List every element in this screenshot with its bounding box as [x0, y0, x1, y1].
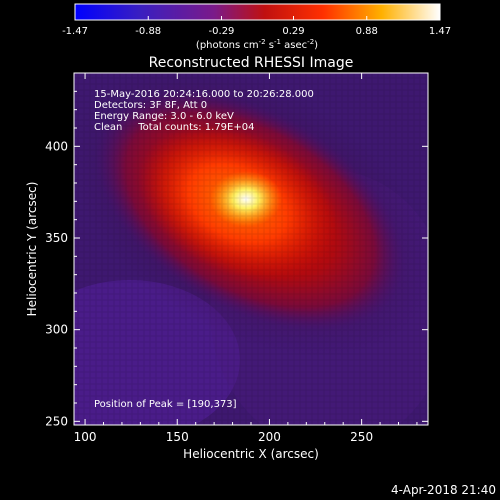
- x-tick-label: 200: [258, 430, 281, 444]
- annotation-energy: Energy Range: 3.0 - 6.0 keV: [94, 111, 234, 122]
- x-tick-label: 250: [350, 430, 373, 444]
- colorbar-units: (photons cm-2 s-1 asec-2): [196, 38, 318, 51]
- y-axis-label: Heliocentric Y (arcsec): [25, 182, 39, 317]
- colorbar-tick-label: 0.88: [356, 26, 378, 37]
- y-tick-label: 400: [45, 139, 68, 153]
- chart-title: Reconstructed RHESSI Image: [149, 55, 354, 71]
- colorbar-ticks: -1.47 -0.88 -0.29 0.29 0.88 1.47: [62, 16, 451, 37]
- x-tick-label: 100: [74, 430, 97, 444]
- annotation-time: 15-May-2016 20:24:16.000 to 20:26:28.000: [94, 89, 314, 100]
- colorbar-tick-label: -0.88: [135, 26, 161, 37]
- colorbar-tick-label: 1.47: [429, 26, 451, 37]
- annotation-counts: Clean Total counts: 1.79E+04: [94, 122, 254, 133]
- x-axis-label: Heliocentric X (arcsec): [183, 447, 319, 461]
- peak-position-label: Position of Peak = [190,373]: [94, 399, 237, 410]
- colorbar-tick-label: -1.47: [62, 26, 88, 37]
- footer-date: 4-Apr-2018 21:40: [391, 483, 496, 497]
- heatmap-image: [74, 73, 428, 425]
- y-tick-label: 300: [45, 323, 68, 337]
- colorbar-tick-label: 0.29: [282, 26, 304, 37]
- colorbar-tick-label: -0.29: [209, 26, 235, 37]
- colorbar-frame: [74, 3, 441, 21]
- y-tick-label: 350: [45, 231, 68, 245]
- x-axis: 100 150 200 250: [74, 73, 418, 444]
- y-axis: 250 300 350 400: [45, 90, 428, 428]
- x-tick-label: 150: [166, 430, 189, 444]
- colorbar-gradient: [75, 4, 440, 20]
- y-tick-label: 250: [45, 414, 68, 428]
- annotation-detectors: Detectors: 3F 8F, Att 0: [94, 100, 207, 111]
- colorbar: -1.47 -0.88 -0.29 0.29 0.88 1.47 (photons cm-…: [62, 3, 451, 51]
